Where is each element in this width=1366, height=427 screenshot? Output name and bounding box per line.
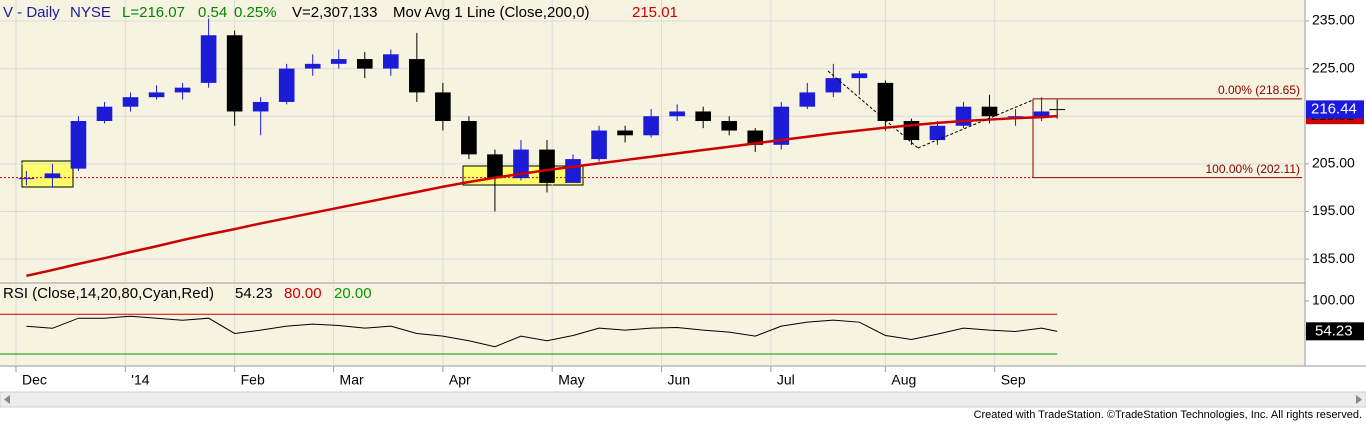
x-tick-label: Dec — [22, 372, 47, 388]
scrollbar[interactable] — [0, 391, 1366, 408]
candle-body — [70, 120, 87, 169]
candle-body — [747, 130, 764, 145]
candle-body — [1007, 116, 1024, 118]
candle-body — [617, 130, 633, 136]
candle-body — [487, 154, 503, 179]
candle-body — [929, 125, 946, 141]
x-tick-label: Mar — [340, 372, 364, 388]
candle-body — [773, 106, 790, 145]
candle-body — [304, 63, 321, 69]
y-tick-label: 100.00 — [1312, 292, 1355, 308]
candle-body — [721, 120, 738, 131]
candle-body — [669, 111, 685, 117]
candle-body — [799, 92, 816, 107]
rsi-line — [26, 315, 1058, 348]
last-price: L=216.07 — [122, 4, 185, 21]
y-tick-label: 225.00 — [1312, 59, 1355, 75]
x-tick-label: Feb — [241, 372, 265, 388]
candle-body — [200, 35, 217, 83]
rsi-tag-label: 54.23 — [1315, 322, 1353, 339]
candle-body — [695, 111, 711, 121]
date-axis-background — [0, 366, 1366, 392]
y-tick-label: 185.00 — [1312, 250, 1355, 266]
y-tick-label: 195.00 — [1312, 202, 1355, 218]
indicator-name: Mov Avg 1 Line (Close,200,0) — [393, 4, 590, 21]
candle-body — [356, 59, 373, 69]
plot-background — [0, 0, 1305, 366]
candle-body — [1033, 111, 1050, 117]
candle-body — [825, 78, 842, 93]
candle-body — [409, 59, 425, 93]
candle-body — [96, 106, 113, 121]
candle-body — [226, 35, 243, 112]
moving-average — [26, 114, 1058, 278]
candle-body — [461, 120, 477, 155]
candle-body — [252, 101, 269, 112]
volume: V=2,307,133 — [292, 4, 378, 21]
rsi-level: 80.00 — [284, 285, 322, 302]
rsi-title: RSI (Close,14,20,80,Cyan,Red) — [3, 285, 214, 302]
fib-label: 100.00% (202.11) — [1205, 162, 1300, 176]
candle-body — [591, 130, 607, 160]
price-tag — [1306, 100, 1364, 119]
scroll-right[interactable] — [1356, 395, 1362, 404]
exchange: NYSE — [70, 4, 111, 21]
candle-body — [955, 106, 972, 126]
candle-body — [513, 149, 529, 179]
candle-body — [539, 149, 555, 183]
candle-body — [174, 87, 191, 93]
candle-body — [981, 106, 998, 117]
candle-body — [330, 59, 347, 64]
fib-label: 0.00% (218.65) — [1218, 83, 1300, 97]
candle-body — [148, 92, 165, 98]
candle-body — [565, 159, 581, 183]
candle-body — [44, 173, 61, 179]
candle-body — [278, 68, 295, 102]
candle-body — [122, 97, 139, 107]
rsi-value: 54.23 — [235, 285, 273, 302]
axis-background — [1305, 0, 1366, 366]
symbol: V - Daily — [3, 4, 60, 21]
candle-body — [18, 178, 35, 180]
rsi-level: 20.00 — [334, 285, 372, 302]
candle-body — [435, 92, 451, 121]
x-tick-label: Apr — [449, 372, 471, 388]
x-tick-label: '14 — [131, 372, 149, 388]
candle-body — [851, 73, 868, 79]
candle-body — [383, 54, 399, 69]
change-pct: 0.25% — [234, 4, 277, 21]
x-tick-label: Aug — [891, 372, 916, 388]
x-tick-label: Sep — [1001, 372, 1026, 388]
change: 0.54 — [198, 4, 227, 21]
plot-layer: 0.00% (218.65) 100.00% (202.11) — [0, 0, 1305, 366]
candle-body — [1049, 109, 1066, 111]
scroll-left[interactable] — [4, 395, 10, 404]
pattern-line — [917, 99, 1034, 149]
x-tick-label: Jul — [777, 372, 795, 388]
x-tick-label: May — [558, 372, 584, 388]
x-tick-label: Jun — [668, 372, 691, 388]
y-tick-label: 235.00 — [1312, 12, 1355, 28]
rsi-tag — [1306, 322, 1364, 341]
highlight-box — [21, 160, 74, 188]
candle-body — [643, 116, 659, 136]
candle-body — [877, 82, 894, 121]
footer: Created with TradeStation. ©TradeStation… — [974, 409, 1362, 421]
price-tag-label: 216.44 — [1311, 100, 1357, 117]
indicator-value: 215.01 — [632, 4, 678, 21]
y-tick-label: 205.00 — [1312, 155, 1355, 171]
